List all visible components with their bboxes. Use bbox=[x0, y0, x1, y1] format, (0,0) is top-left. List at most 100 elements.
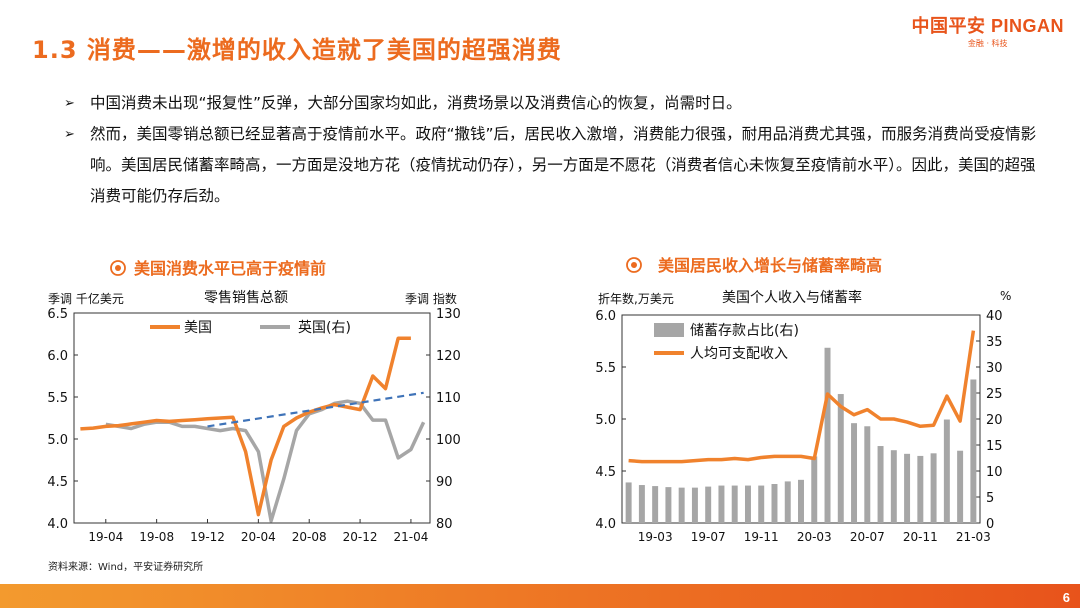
y2-tick-label: 100 bbox=[436, 433, 461, 448]
y2-tick-label: 30 bbox=[986, 361, 1003, 376]
bar bbox=[691, 487, 698, 523]
y2-tick-label: 0 bbox=[986, 517, 994, 532]
trend-line bbox=[207, 391, 424, 428]
y2-tick-label: 80 bbox=[436, 517, 453, 532]
y-tick-label: 5.5 bbox=[47, 391, 68, 406]
bar bbox=[824, 347, 831, 523]
y2-tick-label: 40 bbox=[986, 309, 1003, 324]
bar bbox=[904, 453, 911, 523]
bullet-item: ➢ 然而，美国零销总额已经显著高于疫情前水平。政府“撒钱”后，居民收入激增，消费… bbox=[64, 119, 1044, 212]
x-tick-label: 20-07 bbox=[850, 530, 885, 544]
y2-tick-label: 120 bbox=[436, 349, 461, 364]
bar bbox=[771, 484, 778, 523]
bar bbox=[718, 485, 725, 523]
left-axis-unit: 折年数,万美元 bbox=[598, 291, 674, 306]
legend: 美国 英国(右) bbox=[150, 319, 351, 336]
y-tick-label: 4.5 bbox=[595, 465, 616, 480]
x-tick-label: 19-04 bbox=[88, 530, 123, 544]
heading-bullet-dot-icon bbox=[115, 265, 121, 271]
bar bbox=[864, 426, 871, 523]
bar bbox=[917, 455, 924, 523]
bar bbox=[811, 456, 818, 523]
y-tick-label: 6.5 bbox=[47, 307, 68, 322]
y2-tick-label: 90 bbox=[436, 475, 453, 490]
brand-logo: 中国平安 PINGAN 金融 · 科技 bbox=[911, 12, 1064, 49]
heading-bullet-icon bbox=[110, 260, 126, 276]
bar bbox=[678, 487, 685, 523]
income-savings-chart: 美国居民收入增长与储蓄率畸高 折年数,万美元 美国个人收入与储蓄率 % 4.04… bbox=[595, 256, 1011, 544]
bar bbox=[957, 450, 964, 523]
y-tick-label: 6.0 bbox=[47, 349, 68, 364]
page-number: 6 bbox=[1062, 590, 1070, 605]
bar bbox=[731, 485, 738, 523]
bar bbox=[890, 450, 897, 523]
y2-tick-label: 15 bbox=[986, 439, 1003, 454]
x-tick-label: 19-08 bbox=[139, 530, 174, 544]
bar bbox=[652, 486, 659, 523]
right-axis-unit: 季调 指数 bbox=[405, 291, 457, 306]
y2-tick-label: 130 bbox=[436, 307, 461, 322]
y-tick-label: 6.0 bbox=[595, 309, 616, 324]
bar bbox=[970, 379, 977, 523]
source-note: 资料来源：Wind，平安证券研究所 bbox=[48, 562, 204, 573]
bar bbox=[784, 481, 791, 523]
bullet-text: 然而，美国零销总额已经显著高于疫情前水平。政府“撒钱”后，居民收入激增，消费能力… bbox=[90, 125, 1037, 205]
bullet-item: ➢ 中国消费未出现“报复性”反弹，大部分国家均如此，消费场景以及消费信心的恢复，… bbox=[64, 88, 1044, 119]
x-tick-label: 21-04 bbox=[393, 530, 428, 544]
heading-bullet-dot-icon bbox=[631, 262, 637, 268]
series-line bbox=[80, 336, 411, 517]
right-axis-unit: % bbox=[1000, 289, 1011, 303]
legend-swatch-savings bbox=[654, 323, 684, 337]
bullet-arrow-icon: ➢ bbox=[64, 127, 75, 142]
bar bbox=[837, 394, 844, 523]
plot-area: 4.0 4.5 5.0 5.5 6.0 6.5 80 90 100 110 120 130 19-04 1… bbox=[47, 307, 461, 544]
y-tick-label: 4.5 bbox=[47, 475, 68, 490]
bar bbox=[851, 423, 858, 523]
bullet-list: ➢ 中国消费未出现“报复性”反弹，大部分国家均如此，消费场景以及消费信心的恢复，… bbox=[64, 88, 1044, 212]
x-tick-label: 20-11 bbox=[903, 530, 938, 544]
x-tick-label: 20-04 bbox=[241, 530, 276, 544]
y-tick-label: 4.0 bbox=[47, 517, 68, 532]
left-axis-unit: 季调 千亿美元 bbox=[48, 291, 124, 306]
x-tick-label: 20-08 bbox=[292, 530, 327, 544]
plot-frame bbox=[73, 312, 431, 524]
page-title: 1.3 消费——激增的收入造就了美国的超强消费 bbox=[32, 36, 562, 64]
y2-tick-label: 35 bbox=[986, 335, 1003, 350]
bar bbox=[943, 419, 950, 523]
bullet-text: 中国消费未出现“报复性”反弹，大部分国家均如此，消费场景以及消费信心的恢复，尚需… bbox=[90, 94, 742, 112]
x-tick-label: 20-12 bbox=[343, 530, 378, 544]
bar bbox=[705, 486, 712, 523]
x-tick-label: 21-03 bbox=[956, 530, 991, 544]
legend-label-us: 美国 bbox=[184, 320, 212, 336]
bar bbox=[625, 482, 632, 523]
y2-tick-label: 20 bbox=[986, 413, 1003, 428]
legend-label-savings: 储蓄存款占比(右) bbox=[690, 323, 799, 339]
x-tick-label: 19-12 bbox=[190, 530, 225, 544]
chart-heading: 美国消费水平已高于疫情前 bbox=[134, 259, 326, 278]
y-tick-label: 5.5 bbox=[595, 361, 616, 376]
chart-title: 零售销售总额 bbox=[204, 290, 288, 306]
y2-tick-label: 10 bbox=[986, 465, 1003, 480]
retail-sales-chart: 美国消费水平已高于疫情前 季调 千亿美元 零售销售总额 季调 指数 4.0 4.5… bbox=[47, 259, 461, 544]
legend-label-uk: 英国(右) bbox=[298, 319, 351, 336]
bar bbox=[877, 446, 884, 523]
bar bbox=[638, 485, 645, 523]
y-tick-label: 5.0 bbox=[595, 413, 616, 428]
x-tick-label: 19-07 bbox=[691, 530, 726, 544]
bar bbox=[798, 479, 804, 523]
bar bbox=[930, 453, 937, 523]
y-tick-label: 5.0 bbox=[47, 433, 68, 448]
y2-tick-label: 5 bbox=[986, 491, 994, 506]
y2-tick-label: 25 bbox=[986, 387, 1003, 402]
footer-bar: 6 bbox=[0, 584, 1080, 608]
bar bbox=[744, 485, 751, 523]
chart-title: 美国个人收入与储蓄率 bbox=[722, 289, 862, 306]
x-tick-label: 19-03 bbox=[638, 530, 673, 544]
bar bbox=[665, 487, 672, 523]
chart-heading: 美国居民收入增长与储蓄率畸高 bbox=[658, 256, 882, 275]
legend-label-income: 人均可支配收入 bbox=[690, 346, 788, 362]
heading-bullet-icon bbox=[626, 257, 642, 273]
bar bbox=[758, 485, 765, 523]
legend: 储蓄存款占比(右) 人均可支配收入 bbox=[654, 323, 799, 362]
plot-area: 4.0 4.5 5.0 5.5 6.0 0 5 10 15 20 25 30 35 40 19-03 19-0… bbox=[595, 309, 1002, 544]
